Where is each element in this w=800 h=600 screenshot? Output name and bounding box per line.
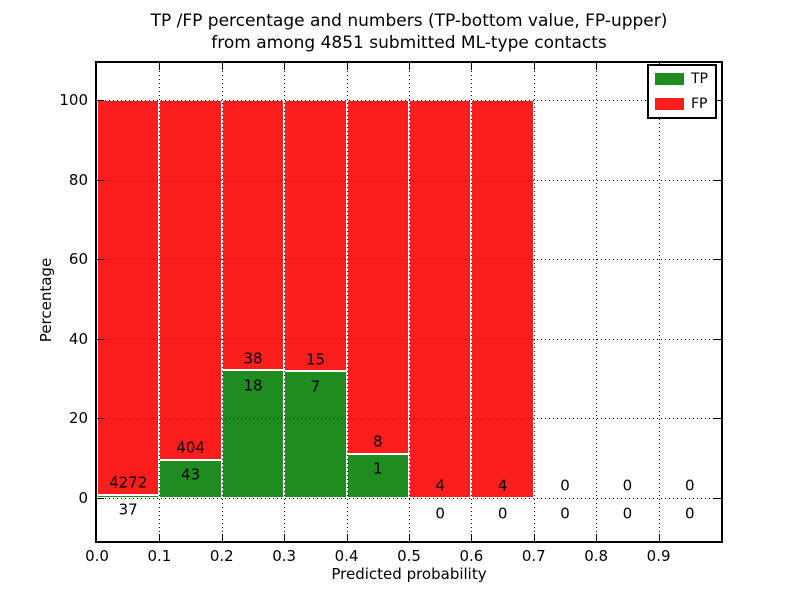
fp-count-label: 0 [560, 476, 570, 495]
tp-count-label: 18 [243, 376, 263, 395]
y-tick-label: 80 [68, 170, 88, 189]
x-tick [221, 534, 223, 541]
legend: TP FP [647, 64, 717, 119]
x-tick-label: 0.0 [85, 547, 109, 565]
tp-count-label: 0 [560, 504, 570, 523]
x-tick [221, 63, 223, 70]
fp-count-label: 4272 [109, 473, 148, 492]
x-tick-label: 0.1 [147, 547, 172, 565]
fp-count-label: 38 [243, 349, 263, 368]
x-gridline [471, 63, 473, 541]
fp-count-label: 404 [176, 438, 205, 457]
tp-count-label: 37 [118, 500, 138, 519]
tp-count-label: 0 [497, 504, 508, 523]
tp-count-label: 0 [435, 504, 445, 523]
chart-title-line1: TP /FP percentage and numbers (TP-bottom… [150, 11, 668, 31]
fp-count-label: 8 [373, 432, 383, 451]
x-tick-label: 0.5 [397, 547, 421, 565]
bar-segment-fp [97, 100, 160, 495]
x-tick [409, 63, 410, 70]
bar-segment-tp [97, 494, 160, 498]
fp-color-swatch [655, 98, 684, 110]
x-tick [159, 534, 161, 541]
bar-segment-fp [159, 100, 222, 460]
y-tick [714, 100, 721, 101]
bar-segment-tp [284, 371, 347, 498]
y-tick-label: 100 [59, 91, 88, 109]
y-tick-label: 60 [68, 250, 88, 269]
x-tick [658, 534, 660, 541]
x-tick [471, 63, 473, 70]
fp-count-label: 0 [622, 476, 633, 495]
x-gridline [596, 63, 598, 541]
bar-segment-tp [159, 459, 222, 498]
x-tick [533, 534, 535, 541]
x-tick [596, 534, 598, 541]
x-gridline [159, 63, 161, 541]
y-tick [97, 498, 104, 500]
plot-area: 4272 37 404 43 38 18 15 7 8 1 4 0 4 0 0 0 0 0 0 0 [95, 61, 723, 543]
y-tick [97, 100, 104, 101]
bar-segment-fp [346, 100, 409, 454]
bar-segment-fp [471, 100, 534, 498]
x-tick [159, 63, 161, 70]
x-tick [346, 63, 348, 70]
bar-segment-tp [346, 453, 409, 498]
bar-segment-fp [409, 100, 472, 498]
x-tick-label: 0.8 [584, 547, 609, 565]
fp-count-label: 4 [435, 476, 445, 495]
y-tick-label: 20 [68, 409, 88, 428]
y-tick [97, 338, 104, 340]
x-gridline [533, 63, 535, 541]
x-tick-label: 0.7 [521, 547, 546, 565]
chart-title-line2: from among 4851 submitted ML-type contac… [211, 33, 607, 53]
x-tick [471, 534, 473, 541]
y-tick [714, 259, 721, 261]
y-tick-label: 0 [78, 489, 88, 508]
x-tick-label: 0.4 [334, 547, 359, 565]
y-tick [97, 259, 104, 261]
y-tick [714, 498, 721, 500]
x-tick [284, 534, 286, 541]
fp-count-label: 4 [497, 476, 508, 495]
tp-count-label: 0 [622, 504, 633, 523]
y-tick [714, 338, 721, 340]
y-tick [97, 179, 104, 181]
y-tick-label: 40 [68, 329, 88, 348]
x-gridline [409, 63, 410, 541]
y-tick [714, 418, 721, 420]
legend-label-fp: FP [691, 96, 708, 112]
x-gridline [346, 63, 348, 541]
x-tick [346, 534, 348, 541]
x-tick [284, 63, 286, 70]
fp-count-label: 0 [685, 476, 695, 495]
fp-count-label: 15 [305, 350, 325, 369]
x-tick-label: 0.2 [209, 547, 234, 565]
x-gridline [284, 63, 286, 541]
y-tick [714, 179, 721, 181]
x-gridline [221, 63, 223, 541]
x-axis-label: Predicted probability [331, 565, 487, 583]
tp-count-label: 7 [310, 377, 321, 396]
y-tick [97, 418, 104, 420]
x-gridline [658, 63, 660, 541]
tp-color-swatch [655, 73, 684, 85]
tp-count-label: 0 [685, 504, 695, 523]
x-tick-label: 0.9 [646, 547, 671, 565]
x-tick [596, 63, 598, 70]
y-axis-label: Percentage [37, 257, 55, 343]
legend-entry-tp: TP [655, 72, 709, 86]
legend-label-tp: TP [691, 71, 708, 87]
bar-segment-fp [221, 100, 285, 371]
tp-count-label: 43 [181, 465, 201, 484]
x-tick-label: 0.3 [272, 547, 297, 565]
x-tick-label: 0.6 [459, 547, 484, 565]
tp-count-label: 1 [373, 459, 383, 478]
x-tick [409, 534, 410, 541]
x-tick [533, 63, 535, 70]
legend-entry-fp: FP [655, 97, 709, 111]
bar-segment-fp [284, 100, 347, 372]
